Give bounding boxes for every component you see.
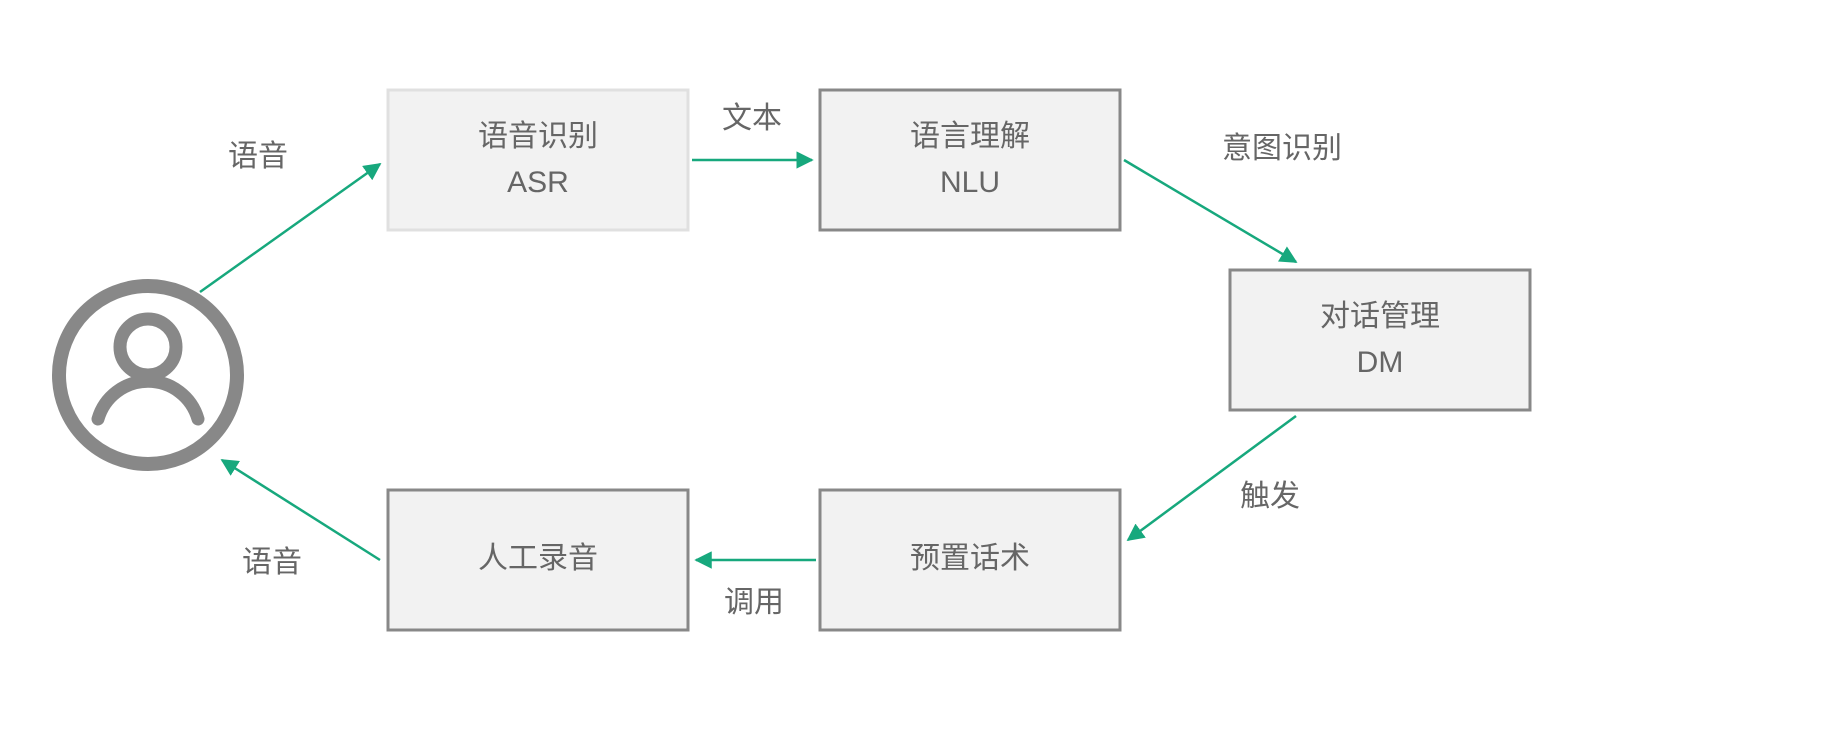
edge-voice-out: 语音	[222, 460, 380, 579]
node-nlu: 语言理解 NLU	[820, 90, 1120, 230]
node-record: 人工录音	[388, 490, 688, 630]
edge-label-text: 文本	[722, 102, 782, 135]
edge-label-trigger: 触发	[1240, 480, 1300, 513]
edge-trigger: 触发	[1128, 416, 1300, 540]
node-asr: 语音识别 ASR	[388, 90, 688, 230]
edge-label-invoke: 调用	[724, 586, 784, 619]
node-record-line1: 人工录音	[478, 542, 598, 575]
edge-label-voice-in: 语音	[228, 140, 288, 173]
user-icon	[59, 286, 237, 464]
edge-text: 文本	[692, 102, 812, 160]
edge-label-voice-out: 语音	[242, 546, 302, 579]
node-preset: 预置话术	[820, 490, 1120, 630]
node-preset-line1: 预置话术	[910, 542, 1030, 575]
node-nlu-line2: NLU	[940, 166, 1000, 199]
node-asr-line1: 语音识别	[478, 120, 598, 153]
edge-intent: 意图识别	[1124, 132, 1342, 262]
node-dm-line1: 对话管理	[1320, 300, 1440, 333]
edge-invoke: 调用	[696, 560, 816, 619]
node-dm: 对话管理 DM	[1230, 270, 1530, 410]
edge-label-intent: 意图识别	[1222, 132, 1342, 165]
edge-voice-in: 语音	[200, 140, 380, 292]
node-asr-line2: ASR	[507, 166, 569, 199]
node-dm-line2: DM	[1357, 346, 1404, 379]
node-nlu-line1: 语言理解	[910, 120, 1030, 153]
